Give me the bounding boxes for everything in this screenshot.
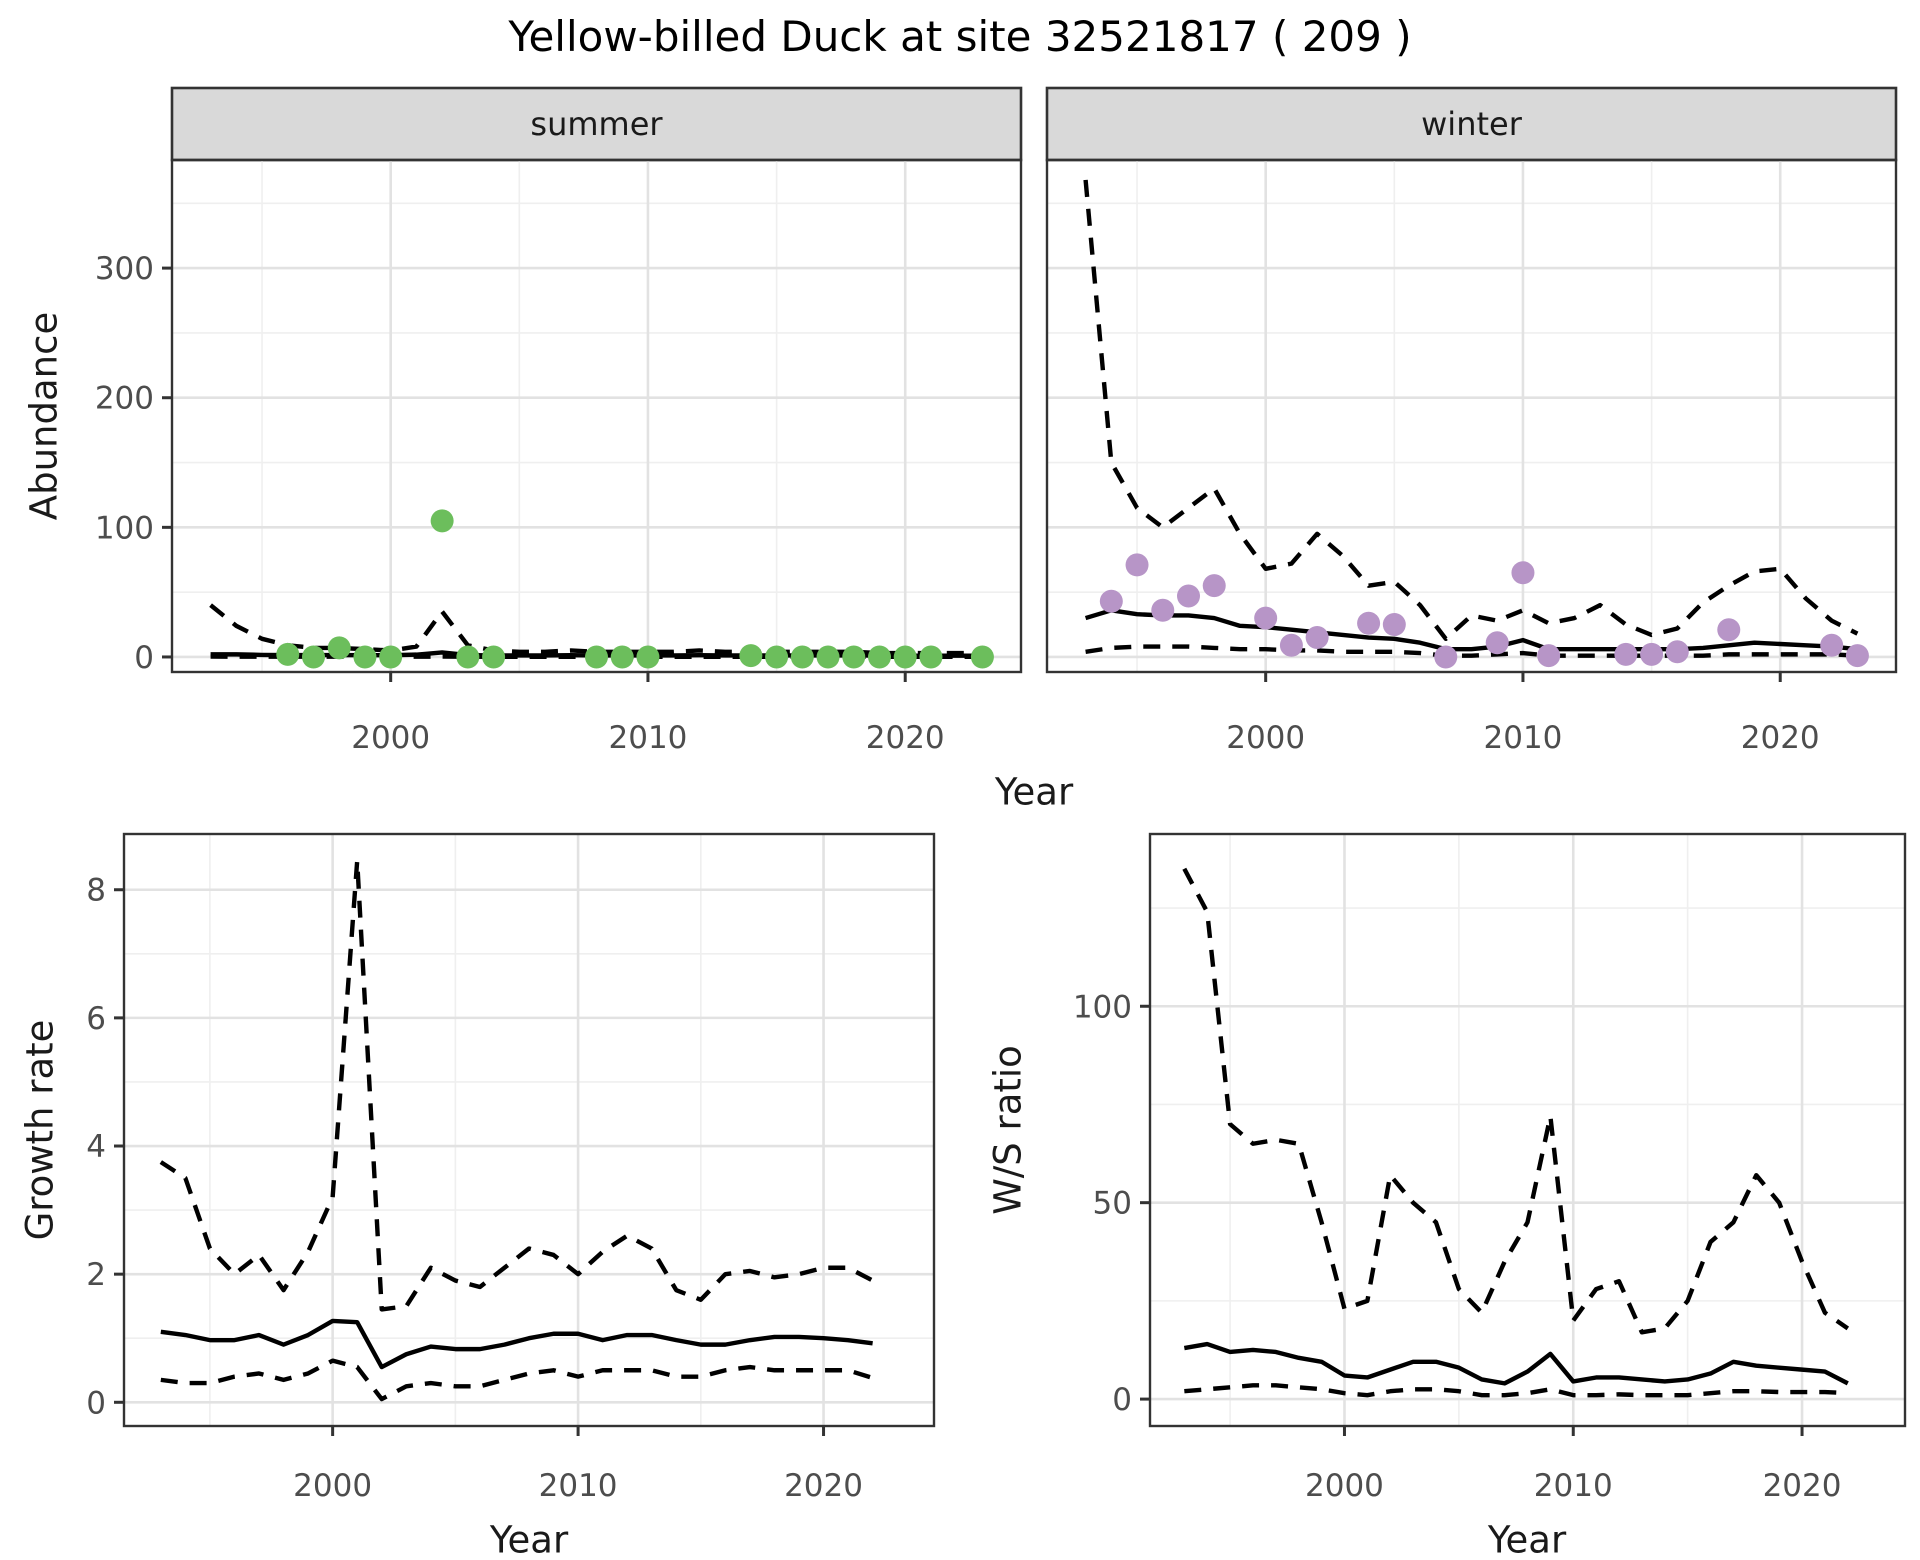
observed-count-point [276,642,300,666]
median-line [1084,608,1858,652]
facet-strip-label: summer [530,105,663,143]
y-axis-tick-label: 4 [86,1129,106,1165]
median-line [160,1318,873,1370]
ci-lower-line [1184,1383,1848,1398]
panel-ws_ratio: 2000 2010 2020 0 50 100 [1073,832,1907,1504]
x-axis-tick-label: 2020 [1741,720,1820,756]
panel-border [170,158,1023,674]
ci-lower-line [160,1358,874,1402]
observed-count-point [430,509,454,533]
observed-count-point [1177,584,1200,608]
observed-count-point [379,645,403,669]
observed-count-point [327,636,351,660]
x-axis-tick-label: 2000 [293,1468,372,1504]
observed-count-point [482,645,506,669]
observed-count-point [970,645,994,669]
y-axis-tick-label: 2 [86,1257,106,1293]
y-axis-title-abundance: Abundance [22,311,66,521]
x-axis-title-growth-rate: Year [489,1518,569,1560]
observed-count-point [353,645,377,669]
facet-strip-summer [170,86,1023,162]
x-axis-tick-label: 2020 [866,720,945,756]
x-axis-tick-label: 2010 [609,720,688,756]
observed-count-point [868,645,891,669]
observed-count-point [585,645,608,669]
x-axis-tick-label: 2010 [1534,1468,1613,1504]
observed-count-point [610,645,634,669]
x-axis-title-abundance: Year [994,770,1074,814]
x-axis-tick-label: 2000 [351,720,430,756]
panel-abundance-summer: summer 2000 2010 2020 0 100 200 300 [95,86,1023,756]
observed-count-point [1845,644,1869,668]
y-axis-tick-label: 50 [1093,1186,1132,1222]
observed-count-point [1202,574,1226,598]
x-axis-title-ws-ratio: Year [1487,1518,1567,1560]
observed-count-point [1382,613,1406,637]
x-axis-tick-label: 2000 [1226,720,1305,756]
x-axis-tick-label: 2010 [1484,720,1563,756]
observed-count-point [302,645,325,669]
observed-count-point [1151,598,1175,622]
observed-count-point [790,645,814,669]
y-axis-tick-label: 0 [134,640,154,676]
ci-upper-line [1182,867,1850,1335]
y-axis-tick-label: 6 [86,1001,106,1037]
x-axis-tick-label: 2020 [1763,1468,1842,1504]
y-axis-title-ws-ratio: W/S ratio [986,1045,1030,1215]
observed-count-point [1099,589,1123,613]
observed-count-point [456,645,480,669]
panel-abundance-winter: winter 2000 2010 2020 [1045,86,1898,756]
observed-count-point [1640,642,1664,666]
y-axis-tick-label: 100 [1073,989,1132,1025]
observed-count-point [893,645,917,669]
y-axis-tick-label: 100 [95,510,154,546]
x-axis-tick-label: 2010 [539,1468,618,1504]
ci-upper-line [159,858,874,1312]
observed-count-point [919,645,943,669]
observed-count-point [842,645,866,669]
observed-count-point [1665,640,1689,664]
facet-strip-label: winter [1421,105,1523,143]
observed-count-point [1511,561,1535,585]
y-axis-tick-label: 8 [86,873,106,909]
y-axis-tick-label: 200 [95,381,154,417]
observed-count-point [765,645,789,669]
observed-count-point [1485,631,1509,655]
observed-count-point [816,645,840,669]
observed-count-point [1614,642,1638,666]
observed-count-point [1357,611,1381,635]
ci-upper-line [1083,179,1859,642]
panel-border [1148,832,1907,1428]
observed-count-point [739,644,763,668]
observed-count-point [1125,553,1149,577]
facet-strip-winter [1045,86,1898,162]
observed-count-point [1254,606,1278,630]
observed-count-point [1820,633,1844,657]
x-axis-tick-label: 2000 [1305,1468,1384,1504]
y-axis-title-growth-rate: Growth rate [18,1019,62,1241]
x-axis-tick-label: 2020 [784,1468,863,1504]
panel-growth_rate: 2000 2010 2020 0 2 4 6 8 [86,832,936,1504]
observed-count-point [636,645,660,669]
panel-border [1045,158,1898,674]
figure-title: Yellow-billed Duck at site 32521817 ( 20… [508,12,1412,61]
y-axis-tick-label: 0 [1112,1382,1132,1418]
observed-count-point [1305,626,1329,650]
y-axis-tick-label: 300 [95,251,154,287]
panel-border [122,832,936,1428]
ci-lower-line [1085,644,1858,658]
observed-count-point [1717,618,1741,642]
observed-count-point [1434,645,1458,669]
observed-count-point [1279,633,1303,657]
y-axis-tick-label: 0 [86,1385,106,1421]
observed-count-point [1537,644,1561,668]
median-line [1183,1341,1849,1386]
